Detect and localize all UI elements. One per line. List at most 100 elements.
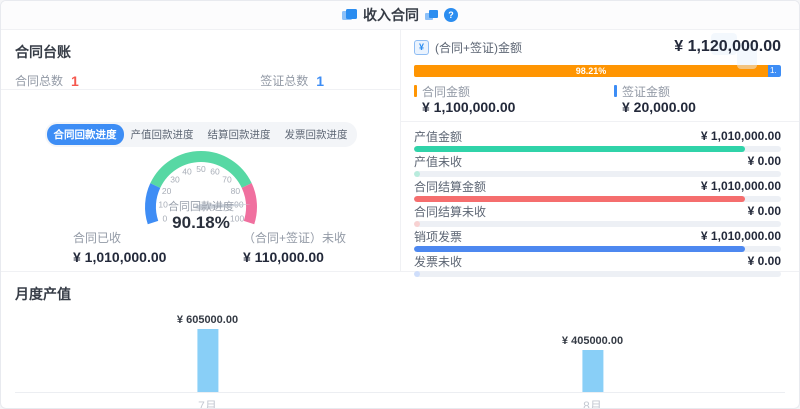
bar-july: ¥ 605000.00 bbox=[177, 314, 238, 392]
visa-amount-label: 签证金额 bbox=[622, 84, 671, 99]
collection-amounts: 合同已收 ¥ 1,010,000.00 （合同+签证）未收 ¥ 110,000.… bbox=[1, 229, 400, 265]
stat-row-output-unreceived: 产值未收 ¥ 0.00 bbox=[414, 153, 781, 178]
amount-head: ¥ (合同+签证)金额 ¥ 1,120,000.00 bbox=[414, 36, 781, 58]
stat-label: 合同结算未收 bbox=[414, 204, 487, 219]
stat-label: 产值金额 bbox=[414, 129, 463, 144]
help-icon[interactable]: ? bbox=[444, 8, 458, 22]
received-value: ¥ 1,010,000.00 bbox=[73, 249, 167, 265]
progress-tabs: 合同回款进度 产值回款进度 结算回款进度 发票回款进度 bbox=[44, 122, 357, 147]
amount-panel: ¥ (合同+签证)金额 ¥ 1,120,000.00 98.21% 1. 合同金… bbox=[400, 30, 799, 277]
stat-bar-fill bbox=[414, 146, 745, 152]
contract-total: 合同总数 1 bbox=[15, 72, 79, 89]
contract-amount-marker bbox=[414, 85, 417, 97]
divider bbox=[401, 121, 799, 122]
svg-text:70: 70 bbox=[222, 174, 232, 184]
svg-text:100: 100 bbox=[230, 214, 244, 224]
bar-rect bbox=[581, 350, 603, 392]
stat-row-output-invoice: 销项发票 ¥ 1,010,000.00 bbox=[414, 228, 781, 253]
stat-label: 发票未收 bbox=[414, 254, 463, 269]
stat-value: ¥ 1,010,000.00 bbox=[700, 229, 781, 243]
contract-total-value: 1 bbox=[71, 72, 79, 89]
stat-bar-track bbox=[414, 146, 781, 152]
unreceived-value: ¥ 110,000.00 bbox=[243, 249, 324, 265]
monthly-output-section: 月度产值 ¥ 605000.00 ¥ 405000.00 7月 8月 bbox=[1, 271, 799, 409]
page-title: 收入合同 bbox=[363, 7, 419, 23]
legend-contract-amount: 合同金额 ¥ 1,100,000.00 bbox=[414, 84, 614, 114]
visa-total-value: 1 bbox=[316, 72, 324, 89]
ledger-title: 合同台账 bbox=[15, 44, 71, 60]
contract-ledger-panel: 合同台账 合同总数 1 签证总数 1 合同回款进度 产值回款进度 结算回 bbox=[1, 30, 400, 271]
ledger-totals: 合同总数 1 签证总数 1 bbox=[15, 72, 386, 89]
stat-rows: 产值金额 ¥ 1,010,000.00 产值未收 ¥ 0.00 合同结算金额 ¥ 1,… bbox=[414, 122, 781, 278]
svg-text:0: 0 bbox=[163, 214, 168, 224]
svg-text:80: 80 bbox=[231, 186, 241, 196]
bar-rect bbox=[196, 329, 218, 392]
stat-bar-track bbox=[414, 271, 781, 277]
tab-invoice-collection[interactable]: 发票回款进度 bbox=[284, 129, 348, 141]
stat-row-settlement-unreceived: 合同结算未收 ¥ 0.00 bbox=[414, 203, 781, 228]
unreceived-amount: （合同+签证）未收 ¥ 110,000.00 bbox=[243, 229, 346, 265]
stat-row-invoice-unreceived: 发票未收 ¥ 0.00 bbox=[414, 253, 781, 278]
ledger-summary: 合同台账 合同总数 1 签证总数 1 bbox=[1, 30, 400, 90]
stat-bar-fill bbox=[414, 171, 420, 177]
tab-output-collection[interactable]: 产值回款进度 bbox=[130, 129, 194, 141]
visa-amount-value: ¥ 20,000.00 bbox=[622, 99, 696, 115]
stat-value: ¥ 1,010,000.00 bbox=[700, 179, 781, 193]
bar-value-label: ¥ 405000.00 bbox=[561, 335, 624, 347]
income-folder-icon bbox=[342, 9, 357, 20]
amount-split-bar: 98.21% 1. bbox=[414, 65, 781, 77]
bar-value-label: ¥ 605000.00 bbox=[176, 314, 239, 326]
stat-bar-fill bbox=[414, 271, 420, 277]
svg-text:20: 20 bbox=[162, 186, 172, 196]
monthly-bar-chart: ¥ 605000.00 ¥ 405000.00 7月 8月 bbox=[15, 306, 785, 409]
stat-label: 合同结算金额 bbox=[414, 179, 487, 194]
svg-text:10: 10 bbox=[158, 200, 168, 210]
x-label-august: 8月 bbox=[583, 399, 602, 409]
contract-amount-value: ¥ 1,100,000.00 bbox=[422, 99, 516, 115]
amount-total: ¥ 1,120,000.00 bbox=[674, 38, 781, 55]
stat-label: 产值未收 bbox=[414, 154, 463, 169]
svg-text:60: 60 bbox=[210, 167, 220, 177]
amount-legend: 合同金额 ¥ 1,100,000.00 签证金额 ¥ 20,000.00 bbox=[414, 84, 781, 114]
svg-text:合同回款进度: 合同回款进度 bbox=[168, 199, 234, 213]
stat-row-settlement-amount: 合同结算金额 ¥ 1,010,000.00 bbox=[414, 178, 781, 203]
monthly-title: 月度产值 bbox=[15, 286, 71, 302]
x-axis-labels: 7月 8月 bbox=[15, 393, 785, 409]
received-amount: 合同已收 ¥ 1,010,000.00 bbox=[73, 229, 203, 265]
svg-text:30: 30 bbox=[170, 174, 180, 184]
x-label-july: 7月 bbox=[198, 399, 217, 409]
stat-bar-track bbox=[414, 246, 781, 252]
stat-bar-fill bbox=[414, 221, 420, 227]
tab-settlement-collection[interactable]: 结算回款进度 bbox=[207, 129, 271, 141]
stat-row-output-amount: 产值金额 ¥ 1,010,000.00 bbox=[414, 128, 781, 153]
bar-august: ¥ 405000.00 bbox=[562, 335, 623, 392]
visa-total-label: 签证总数 bbox=[260, 74, 309, 88]
visa-total: 签证总数 1 bbox=[260, 72, 324, 89]
visa-amount-marker bbox=[614, 85, 617, 97]
stat-label: 销项发票 bbox=[414, 229, 463, 244]
stat-value: ¥ 0.00 bbox=[747, 254, 781, 268]
tab-contract-collection[interactable]: 合同回款进度 bbox=[46, 124, 124, 145]
contract-amount-segment: 98.21% bbox=[414, 65, 768, 77]
contract-total-label: 合同总数 bbox=[15, 74, 64, 88]
header: 收入合同 ? bbox=[1, 1, 799, 30]
svg-text:90: 90 bbox=[234, 200, 244, 210]
stat-bar-fill bbox=[414, 196, 745, 202]
progress-block: 合同回款进度 产值回款进度 结算回款进度 发票回款进度 0 10 20 30 40 50 6… bbox=[1, 90, 400, 270]
received-label: 合同已收 bbox=[73, 231, 122, 245]
stat-bar-track bbox=[414, 221, 781, 227]
visa-amount-segment: 1. bbox=[768, 65, 781, 77]
stat-value: ¥ 0.00 bbox=[747, 204, 781, 218]
svg-text:50: 50 bbox=[196, 164, 206, 174]
main: 合同台账 合同总数 1 签证总数 1 合同回款进度 产值回款进度 结算回 bbox=[1, 30, 799, 277]
stat-bar-track bbox=[414, 171, 781, 177]
stat-bar-track bbox=[414, 196, 781, 202]
amount-icon: ¥ bbox=[414, 39, 429, 55]
stat-value: ¥ 0.00 bbox=[747, 154, 781, 168]
unreceived-label: （合同+签证）未收 bbox=[243, 231, 347, 245]
switch-icon[interactable] bbox=[425, 10, 438, 20]
stat-bar-fill bbox=[414, 246, 745, 252]
legend-visa-amount: 签证金额 ¥ 20,000.00 bbox=[614, 84, 696, 114]
contract-amount-label: 合同金额 bbox=[422, 84, 471, 99]
